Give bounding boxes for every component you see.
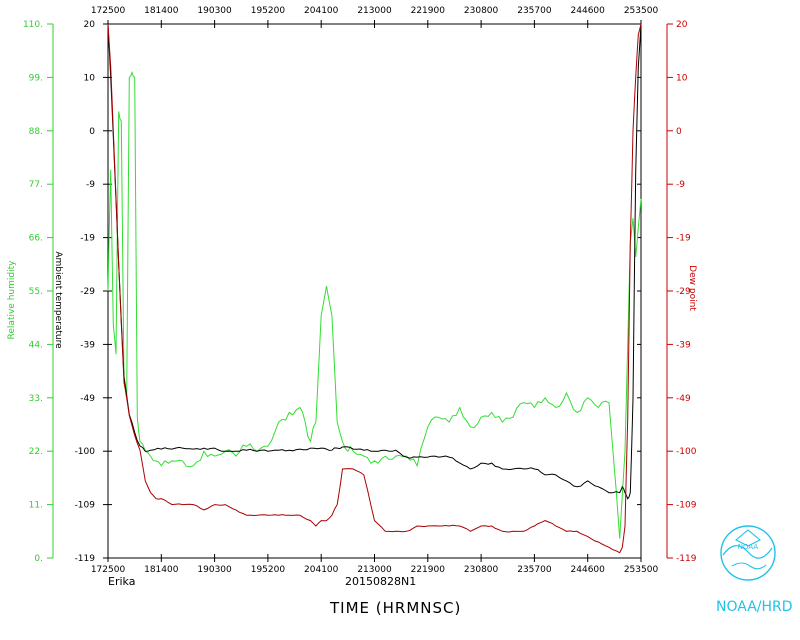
- x-tick-label-top: 235700: [517, 6, 552, 16]
- temp-axis-title: Ambient temperature: [53, 251, 63, 349]
- noaa-logo: NOAA: [720, 525, 776, 581]
- temp-tick-label: -119: [75, 554, 96, 564]
- temp-tick-label: -49: [80, 394, 95, 404]
- x-axis-title: TIME (HRMNSC): [329, 599, 461, 617]
- temp-tick-label: -39: [80, 340, 95, 350]
- series-line-dew-point: [107, 23, 642, 554]
- labels-layer: Erika 20150828N1 TIME (HRMNSC) NOAA/HRD: [108, 575, 793, 617]
- dewpoint-tick-label: -100: [676, 447, 697, 457]
- org-label: NOAA/HRD: [716, 599, 793, 615]
- temp-tick-label: 20: [84, 20, 96, 30]
- x-tick-label: 195200: [251, 565, 286, 575]
- dewpoint-tick-label: -39: [676, 340, 691, 350]
- x-tick-label-top: 190300: [197, 6, 232, 16]
- temp-tick-label: -29: [80, 287, 95, 297]
- series-line-ambient-temperature: [107, 23, 642, 500]
- rh-tick-label: 22.: [29, 447, 43, 457]
- temp-tick-label: 10: [84, 73, 96, 83]
- rh-tick-label: 0.: [34, 554, 43, 564]
- x-tick-label: 190300: [197, 565, 232, 575]
- rh-tick-label: 44.: [29, 340, 43, 350]
- x-tick-label: 253500: [624, 565, 659, 575]
- series-layer: [107, 23, 642, 554]
- x-tick-label-top: 195200: [251, 6, 286, 16]
- x-tick-label: 235700: [517, 565, 552, 575]
- temp-tick-label: -100: [75, 447, 96, 457]
- rh-axis-title: Relative humidity: [7, 260, 17, 340]
- x-tick-label-top: 172500: [91, 6, 126, 16]
- noaa-logo-text: NOAA: [738, 543, 759, 551]
- dewpoint-axis-title: Dew point: [687, 265, 697, 311]
- dewpoint-tick-label: 0: [676, 127, 682, 137]
- x-tick-label-top: 253500: [624, 6, 659, 16]
- x-tick-label-top: 221900: [411, 6, 446, 16]
- x-tick-label: 213000: [357, 565, 392, 575]
- x-tick-label: 244600: [571, 565, 606, 575]
- storm-name-label: Erika: [108, 575, 135, 588]
- x-tick-label-top: 181400: [144, 6, 179, 16]
- rh-tick-label: 66.: [29, 234, 43, 244]
- rh-tick-label: 88.: [29, 127, 43, 137]
- axes-layer: 0. -119 -119 11. -109 -109 22. -100 -100 33. -49 -4…: [7, 6, 697, 575]
- x-tick-label: 230800: [464, 565, 499, 575]
- x-tick-label-top: 213000: [357, 6, 392, 16]
- x-tick-label-top: 204100: [304, 6, 339, 16]
- rh-tick-label: 99.: [29, 73, 43, 83]
- rh-tick-label: 11.: [29, 501, 43, 511]
- temp-tick-label: 0: [89, 127, 95, 137]
- dewpoint-tick-label: -9: [676, 180, 685, 190]
- x-tick-label-top: 230800: [464, 6, 499, 16]
- rh-tick-label: 77.: [29, 180, 43, 190]
- dewpoint-tick-label: 20: [676, 20, 688, 30]
- rh-tick-label: 33.: [29, 394, 43, 404]
- rh-tick-label: 55.: [29, 287, 43, 297]
- x-tick-label: 181400: [144, 565, 179, 575]
- x-tick-label: 221900: [411, 565, 446, 575]
- x-tick-label-top: 244600: [571, 6, 606, 16]
- rh-tick-label: 110.: [23, 20, 43, 30]
- temp-tick-label: -19: [80, 234, 95, 244]
- x-tick-label: 172500: [91, 565, 126, 575]
- temp-tick-label: -109: [75, 501, 96, 511]
- dewpoint-tick-label: -49: [676, 394, 691, 404]
- dewpoint-tick-label: -19: [676, 234, 691, 244]
- temp-tick-label: -9: [86, 180, 95, 190]
- dewpoint-tick-label: 10: [676, 73, 688, 83]
- flight-id-label: 20150828N1: [345, 575, 416, 588]
- x-tick-label: 204100: [304, 565, 339, 575]
- dewpoint-tick-label: -119: [676, 554, 697, 564]
- series-line-relative-humidity: [107, 71, 642, 539]
- dewpoint-tick-label: -29: [676, 287, 691, 297]
- dewpoint-tick-label: -109: [676, 501, 697, 511]
